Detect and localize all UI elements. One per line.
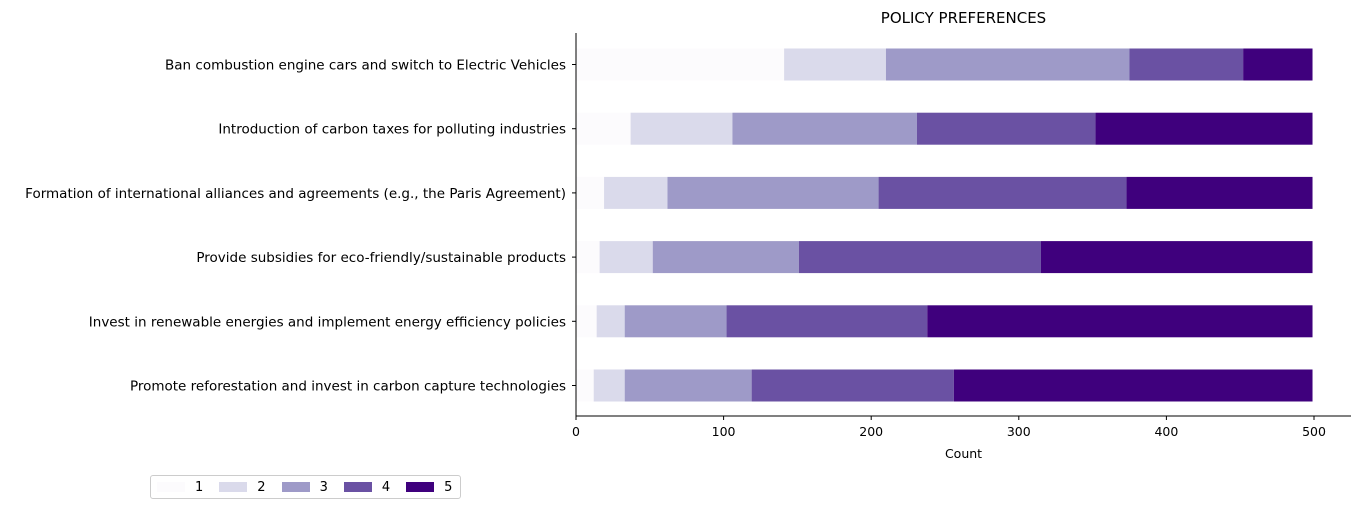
bar-segment-row2-level2 <box>630 112 733 145</box>
legend-swatch <box>406 482 435 492</box>
bar-segment-row4-level4 <box>798 241 1041 274</box>
bar-segment-row2-level1 <box>576 112 631 145</box>
bar-segment-row5-level1 <box>576 305 597 338</box>
bar-segment-row4-level1 <box>576 241 600 274</box>
legend-swatch <box>157 482 185 492</box>
legend-label: 5 <box>444 479 453 495</box>
x-tick-label: 200 <box>859 424 883 439</box>
bar-segment-row2-level3 <box>732 112 917 145</box>
bar-segment-row1-level3 <box>885 48 1130 81</box>
bar-segment-row3-level4 <box>878 176 1127 209</box>
stacked-bar-chart: POLICY PREFERENCES Ban combustion engine… <box>25 9 1351 461</box>
bar-segment-row5-level5 <box>927 305 1313 338</box>
legend: 1 2 3 4 5 <box>150 475 462 499</box>
x-tick-label: 0 <box>572 424 580 439</box>
bars-group <box>576 48 1313 402</box>
chart-title: POLICY PREFERENCES <box>881 9 1046 27</box>
bar-segment-row3-level3 <box>667 176 879 209</box>
legend-entry-2: 2 <box>219 479 266 495</box>
bar-segment-row6-level2 <box>593 369 625 402</box>
legend-label: 2 <box>257 479 266 495</box>
legend-swatch <box>281 482 310 492</box>
bar-segment-row1-level1 <box>576 48 785 81</box>
bar-segment-row6-level5 <box>953 369 1313 402</box>
legend-swatch <box>219 482 248 492</box>
category-label: Provide subsidies for eco-friendly/susta… <box>196 250 566 266</box>
bar-segment-row1-level4 <box>1129 48 1244 81</box>
x-axis-title: Count <box>945 446 982 461</box>
x-tick-label: 100 <box>712 424 736 439</box>
legend-entry-4: 4 <box>343 479 391 495</box>
category-labels: Ban combustion engine cars and switch to… <box>25 58 576 395</box>
bar-segment-row4-level5 <box>1040 241 1313 274</box>
bar-segment-row2-level5 <box>1095 112 1313 145</box>
legend-label: 4 <box>381 479 391 495</box>
category-label: Ban combustion engine cars and switch to… <box>165 58 566 74</box>
x-axis-ticks: 0 100 200 300 400 500 <box>572 416 1326 439</box>
bar-segment-row2-level4 <box>916 112 1096 145</box>
bar-segment-row3-level1 <box>576 176 605 209</box>
legend-entry-3: 3 <box>281 479 328 495</box>
legend-label: 3 <box>319 479 328 495</box>
bar-segment-row1-level5 <box>1243 48 1313 81</box>
bar-segment-row3-level2 <box>604 176 668 209</box>
bar-segment-row5-level3 <box>624 305 727 338</box>
category-label: Introduction of carbon taxes for polluti… <box>218 122 566 138</box>
bar-segment-row6-level4 <box>751 369 954 402</box>
legend-entry-1: 1 <box>157 480 203 495</box>
bar-segment-row4-level2 <box>599 241 653 274</box>
legend-swatch <box>343 482 372 492</box>
x-tick-label: 300 <box>1007 424 1031 439</box>
bar-segment-row1-level2 <box>784 48 886 81</box>
x-tick-label: 400 <box>1154 424 1178 439</box>
bar-segment-row6-level1 <box>576 369 594 402</box>
legend-entry-5: 5 <box>406 480 452 495</box>
category-label: Invest in renewable energies and impleme… <box>89 314 566 330</box>
bar-segment-row3-level5 <box>1126 176 1313 209</box>
x-tick-label: 500 <box>1302 424 1326 439</box>
category-label: Formation of international alliances and… <box>25 186 566 202</box>
legend-label: 1 <box>195 479 204 495</box>
category-label: Promote reforestation and invest in carb… <box>130 379 566 395</box>
bar-segment-row6-level3 <box>624 369 752 402</box>
bar-segment-row5-level2 <box>596 305 625 338</box>
bar-segment-row4-level3 <box>652 241 799 274</box>
bar-segment-row5-level4 <box>726 305 928 338</box>
